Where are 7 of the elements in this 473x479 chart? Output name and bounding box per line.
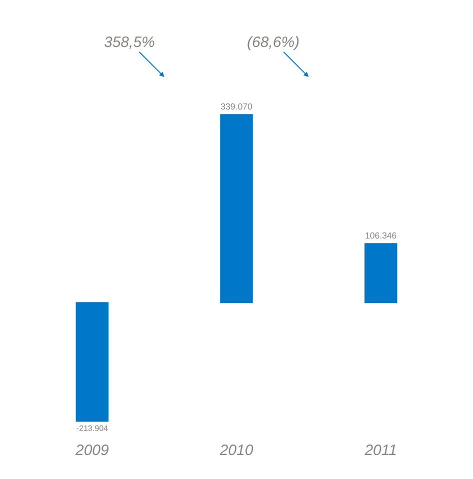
data-label: 339.070: [220, 101, 252, 112]
x-tick-label: 2011: [364, 442, 397, 459]
data-label: 106.346: [364, 230, 397, 240]
x-tick-label: 2009: [74, 442, 110, 459]
x-tick-label: 2010: [218, 442, 254, 459]
text: (68,6%): [247, 34, 300, 51]
text: 358,5%: [104, 34, 155, 51]
